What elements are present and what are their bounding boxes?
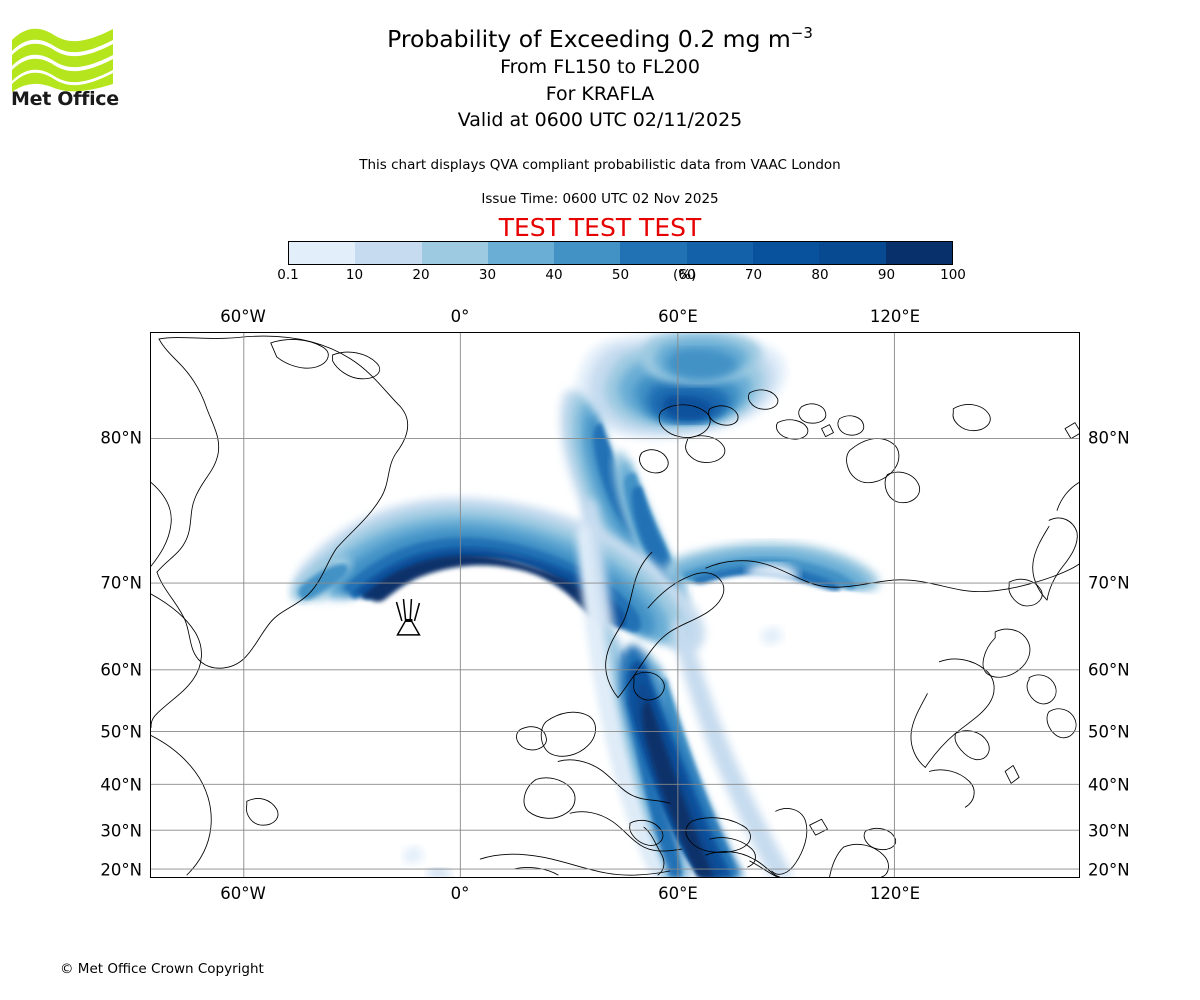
coastline-layer: [151, 335, 1079, 877]
lon-tick-label: 60°W: [220, 307, 266, 326]
colorbar-bands: [288, 241, 953, 265]
colorbar-tick-20: 20: [412, 267, 430, 283]
lat-tick-label-left: 60°N: [100, 660, 142, 680]
colorbar-band-1: [355, 242, 422, 264]
colorbar-band-7: [753, 242, 820, 264]
lat-tick-label-left: 50°N: [100, 722, 142, 742]
colorbar-tick-50: 50: [611, 267, 630, 283]
copyright-text: © Met Office Crown Copyright: [60, 961, 264, 977]
colorbar-tick-labels: 0.1 10 20 30 40 50 60 70 80 90 100: [277, 267, 966, 285]
lat-tick-label-left: 40°N: [100, 775, 142, 795]
lat-tick-label-right: 40°N: [1088, 775, 1130, 795]
colorbar-unit-label: (%): [673, 267, 697, 283]
colorbar-band-2: [421, 242, 488, 264]
colorbar: 0.1 10 20 30 40 50 60 70 80 90 100: [277, 241, 966, 283]
lon-tick-label: 60°W: [220, 884, 266, 903]
lon-tick-label: 120°E: [869, 884, 921, 903]
lat-tick-label-right: 50°N: [1088, 722, 1130, 742]
lat-tick-label-left: 80°N: [100, 428, 142, 448]
test-banner: TEST TEST TEST: [498, 213, 702, 242]
lat-tick-label-right: 80°N: [1088, 428, 1130, 448]
colorbar-band-4: [554, 242, 621, 264]
lon-tick-label: 60°E: [658, 884, 698, 903]
colorbar-band-9: [885, 242, 952, 264]
colorbar-tick-60: 60: [678, 267, 696, 283]
lat-tick-label-left: 30°N: [100, 821, 142, 841]
colorbar-tick-10: 10: [345, 267, 364, 283]
disclaimer-text: This chart displays QVA compliant probab…: [359, 157, 841, 173]
colorbar-tick-90: 90: [877, 267, 896, 283]
lat-tick-label-right: 70°N: [1088, 573, 1130, 593]
graticule-layer: [151, 333, 1079, 877]
lat-tick-label-right: 60°N: [1088, 660, 1130, 680]
colorbar-tick-80: 80: [811, 267, 829, 283]
lat-tick-label-left: 70°N: [100, 573, 142, 593]
colorbar-tick-70: 70: [744, 267, 763, 283]
lon-tick-label: 120°E: [869, 307, 921, 326]
page-title: Probability of Exceeding 0.2 mg m−3: [0, 24, 1200, 54]
title-block: Probability of Exceeding 0.2 mg m−3 From…: [0, 24, 1200, 134]
lat-tick-label-left: 20°N: [100, 860, 142, 880]
lat-tick-label-right: 30°N: [1088, 821, 1130, 841]
page-title-exponent: −3: [790, 24, 813, 43]
issue-time-text: Issue Time: 0600 UTC 02 Nov 2025: [481, 191, 719, 207]
colorbar-tick-30: 30: [478, 267, 497, 283]
volcano-marker-icon: [395, 598, 421, 636]
ash-probability-plume-layer: [290, 333, 880, 877]
lon-tick-label: 0°: [450, 307, 470, 326]
colorbar-tick-100: 100: [940, 267, 966, 283]
valid-time-line: Valid at 0600 UTC 02/11/2025: [457, 109, 743, 131]
met-office-waves-icon: [12, 28, 113, 92]
met-office-logo-text: Met Office: [11, 88, 119, 110]
lat-tick-label-right: 20°N: [1088, 860, 1130, 880]
colorbar-band-3: [487, 242, 555, 264]
colorbar-band-5: [620, 242, 687, 264]
flight-level-line: From FL150 to FL200: [500, 56, 700, 78]
colorbar-band-8: [819, 242, 886, 264]
colorbar-band-6: [686, 242, 754, 264]
met-office-logo: [10, 22, 115, 114]
map-plot-area[interactable]: [150, 332, 1080, 878]
colorbar-tick-40: 40: [545, 267, 563, 283]
colorbar-tick-0.1: 0.1: [277, 267, 299, 283]
page-title-text: Probability of Exceeding 0.2 mg m: [387, 25, 791, 53]
lon-tick-label: 60°E: [658, 307, 698, 326]
lon-tick-label: 0°: [450, 884, 470, 903]
volcano-name-line: For KRAFLA: [545, 82, 655, 105]
colorbar-band-0: [289, 242, 356, 264]
